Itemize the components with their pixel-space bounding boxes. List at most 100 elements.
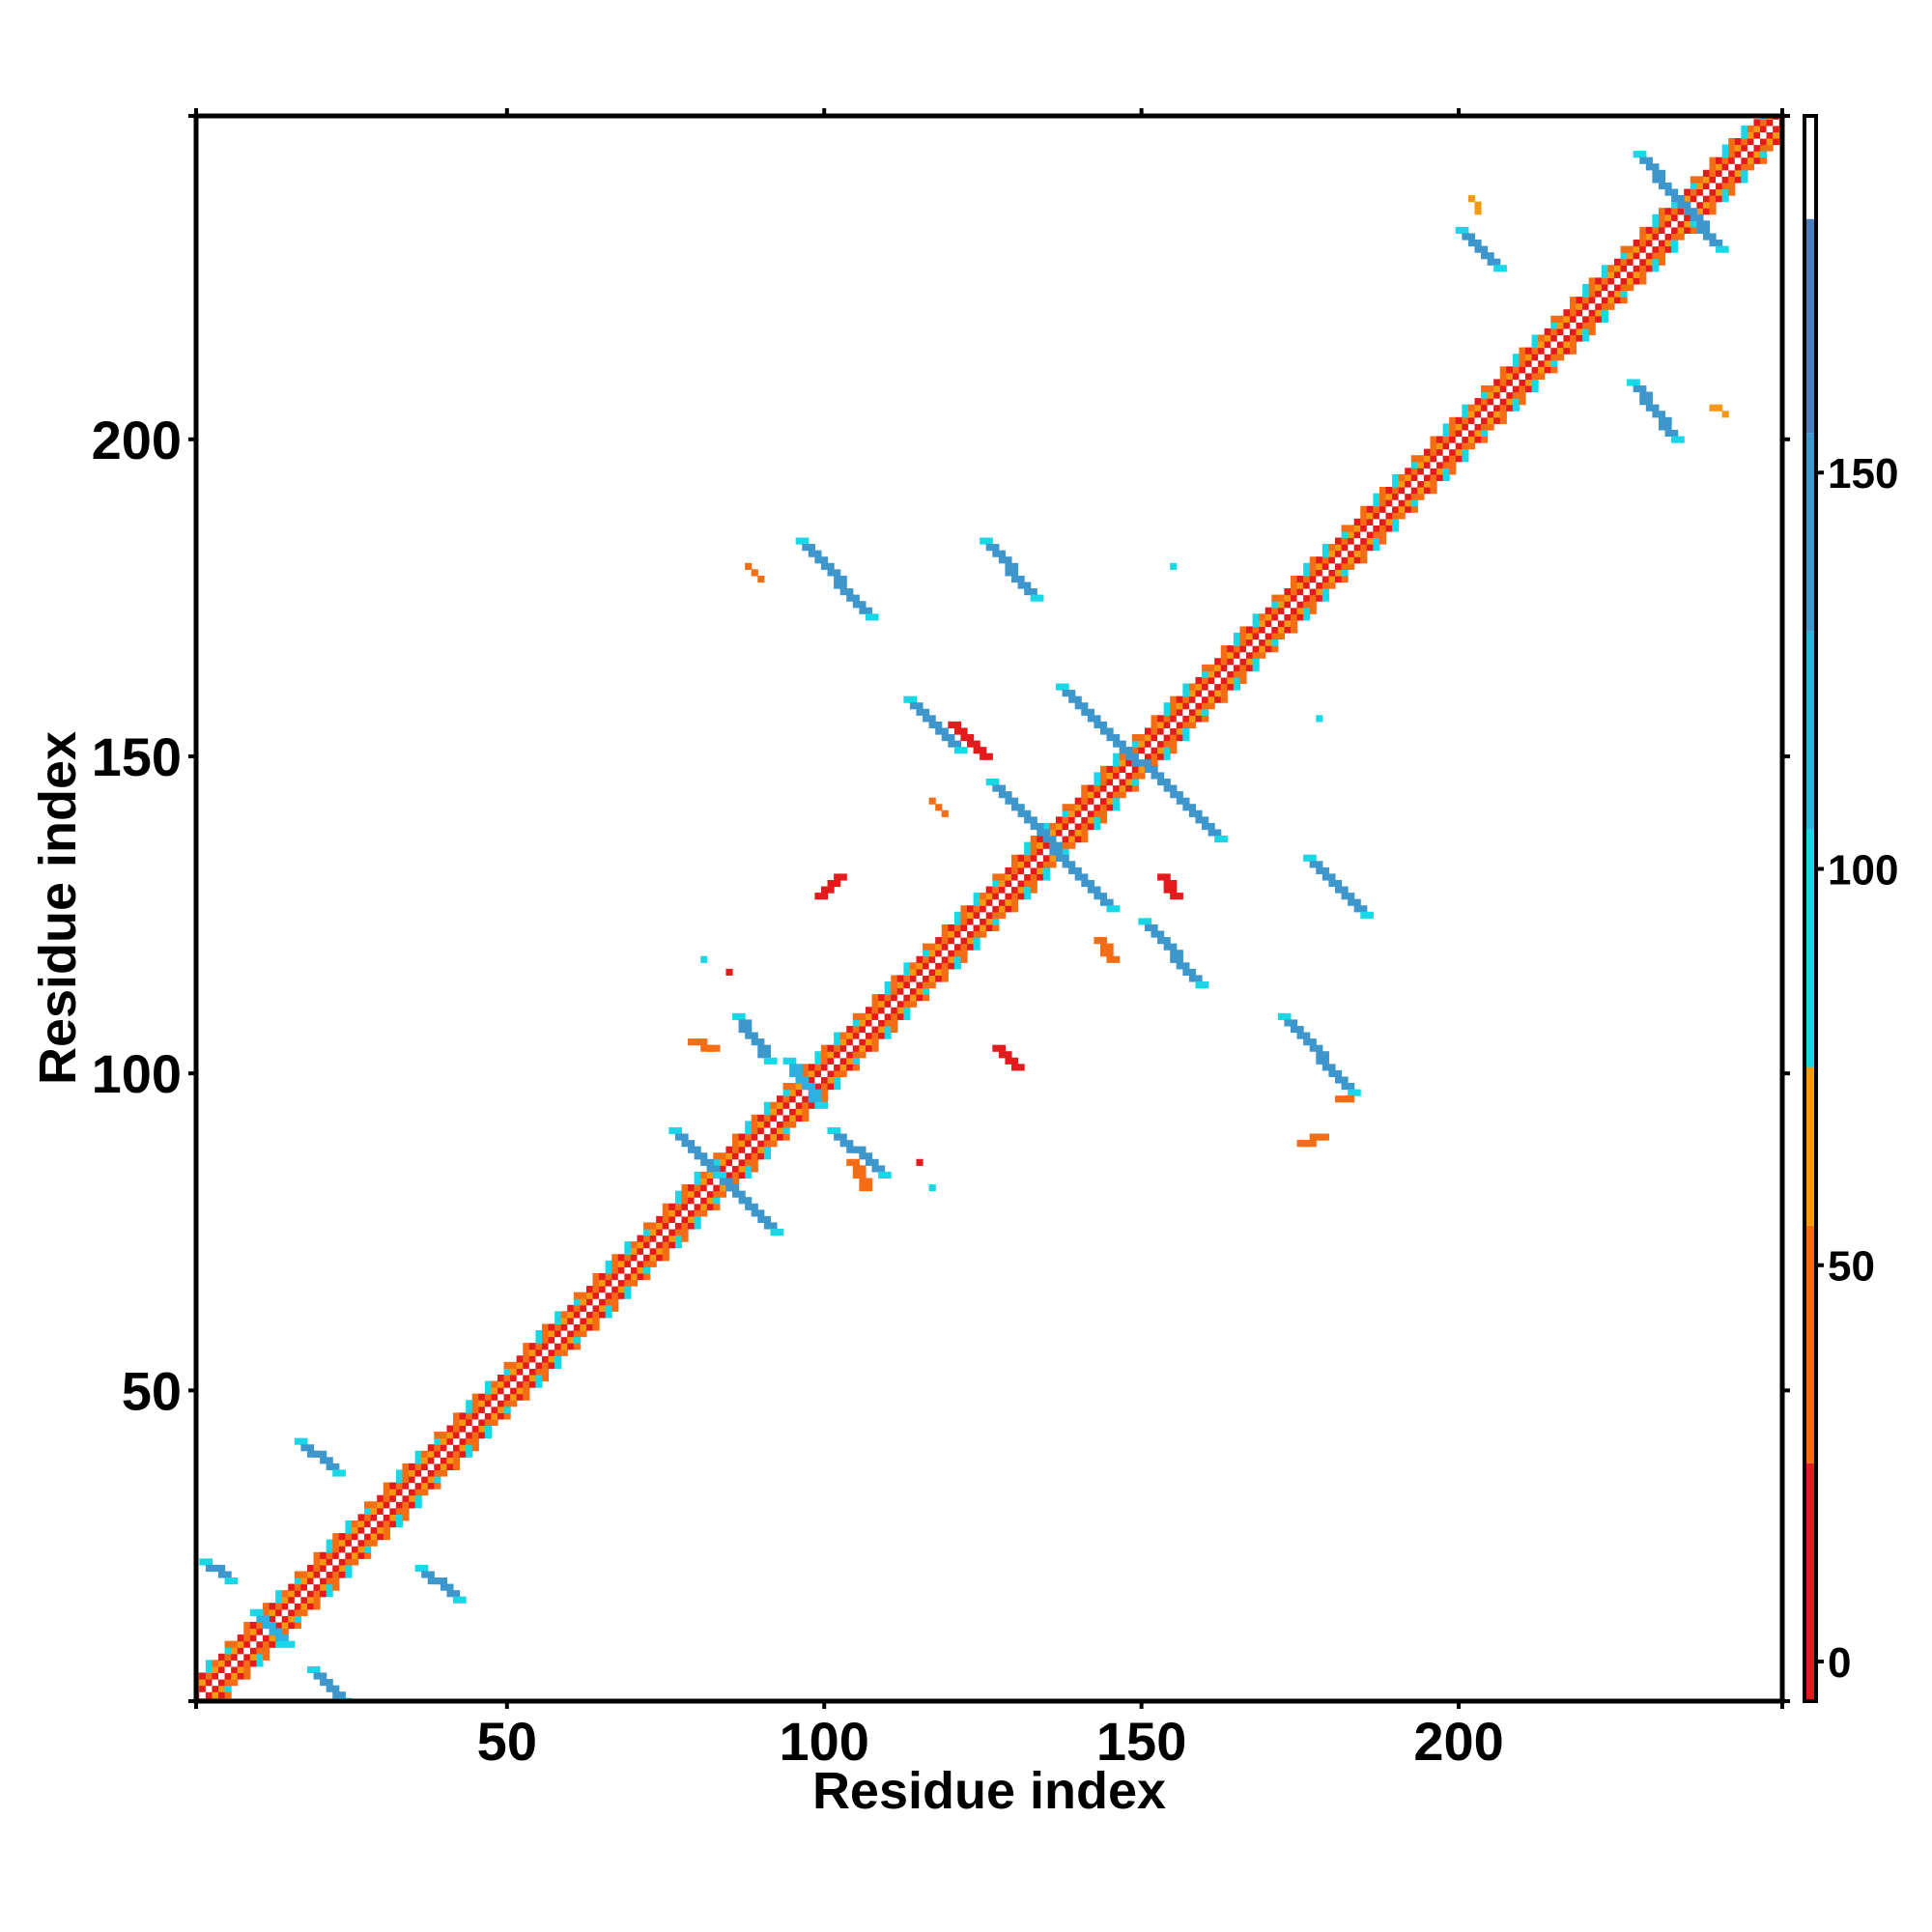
diagonal-cell [528, 1374, 536, 1382]
diagonal-cell [1188, 696, 1197, 703]
diagonal-cell [935, 950, 943, 957]
diagonal-cell [523, 1361, 530, 1369]
diagonal-cell [1519, 391, 1526, 399]
diagonal-cell [1620, 252, 1628, 260]
contact-cell [948, 740, 955, 748]
diagonal-cell [859, 1038, 867, 1046]
diagonal-cell [992, 886, 1000, 894]
diagonal-cell [1531, 384, 1539, 393]
diagonal-cell [1658, 258, 1666, 266]
diagonal-cell [884, 1025, 892, 1034]
diagonal-cell [516, 1387, 524, 1395]
diagonal-cell [1246, 639, 1254, 646]
diagonal-cell [1481, 398, 1489, 406]
diagonal-cell [1334, 556, 1343, 564]
diagonal-cell [738, 1158, 746, 1166]
diagonal-cell [688, 1215, 696, 1224]
diagonal-cell [503, 1400, 511, 1407]
diagonal-cell [409, 1482, 416, 1490]
diagonal-cell [1627, 245, 1634, 253]
diagonal-cell [1582, 327, 1590, 336]
contact-cell [1068, 861, 1076, 868]
diagonal-cell [332, 1533, 340, 1541]
diagonal-cell [1531, 359, 1539, 367]
diagonal-cell [466, 1450, 473, 1458]
diagonal-cell [1113, 772, 1121, 780]
contact-cell [1042, 836, 1050, 843]
diagonal-cell [491, 1387, 498, 1395]
contact-cell [1658, 411, 1666, 418]
diagonal-cell [1277, 594, 1285, 602]
contact-cell [706, 1044, 714, 1052]
diagonal-cell [1341, 575, 1349, 583]
diagonal-cell [1182, 734, 1190, 742]
diagonal-cell [1766, 131, 1774, 139]
diagonal-cell [288, 1596, 296, 1604]
diagonal-cell [1042, 867, 1050, 874]
diagonal-cell [1607, 277, 1615, 285]
diagonal-cell [1309, 607, 1317, 614]
diagonal-cell [395, 1494, 404, 1502]
contact-cell [1055, 854, 1064, 862]
contact-cell [1099, 721, 1108, 729]
contact-cell [802, 1076, 810, 1084]
diagonal-cell [1753, 125, 1761, 132]
diagonal-cell [681, 1215, 689, 1224]
diagonal-cell [1753, 119, 1761, 127]
contact-cell [1455, 226, 1463, 235]
diagonal-cell [256, 1640, 264, 1648]
diagonal-cell [1430, 436, 1437, 443]
diagonal-cell [1538, 366, 1546, 374]
diagonal-cell [249, 1660, 257, 1667]
diagonal-cell [1378, 512, 1387, 520]
contact-cell [421, 1564, 429, 1573]
diagonal-cell [1620, 277, 1628, 285]
diagonal-cell [541, 1343, 550, 1350]
contact-cell [725, 1184, 733, 1192]
diagonal-cell [1195, 696, 1203, 703]
contact-cell [941, 727, 949, 735]
diagonal-cell [1607, 283, 1615, 292]
diagonal-cell [1747, 125, 1755, 132]
diagonal-cell [1639, 265, 1647, 272]
diagonal-cell [1658, 213, 1666, 221]
diagonal-cell [554, 1349, 562, 1356]
diagonal-cell [1353, 518, 1361, 526]
diagonal-cell [313, 1603, 321, 1610]
diagonal-cell [1259, 632, 1266, 640]
diagonal-cell [1264, 632, 1272, 640]
diagonal-cell [1652, 252, 1660, 260]
contact-cell [1151, 930, 1158, 938]
diagonal-cell [1081, 784, 1089, 792]
diagonal-cell [1613, 258, 1622, 266]
diagonal-cell [928, 962, 936, 970]
diagonal-cell [1633, 258, 1640, 266]
diagonal-cell [1202, 664, 1209, 671]
contact-cell [1176, 955, 1183, 963]
diagonal-cell [1639, 245, 1647, 253]
diagonal-cell [1290, 575, 1298, 583]
diagonal-cell [1639, 226, 1647, 235]
diagonal-cell [1633, 265, 1640, 272]
diagonal-cell [1436, 468, 1444, 475]
diagonal-cell [1360, 556, 1368, 564]
diagonal-cell [903, 968, 911, 977]
contact-cell [935, 727, 943, 735]
diagonal-cell [1195, 690, 1203, 697]
diagonal-cell [402, 1482, 410, 1490]
diagonal-cell [1157, 734, 1165, 742]
diagonal-cell [231, 1672, 239, 1680]
diagonal-cell [1341, 562, 1349, 570]
diagonal-cell [713, 1190, 721, 1198]
diagonal-cell [414, 1463, 422, 1470]
contact-cell [1652, 404, 1660, 412]
diagonal-cell [1613, 270, 1622, 278]
diagonal-cell [827, 1064, 835, 1071]
diagonal-cell [1303, 594, 1311, 602]
diagonal-cell [1277, 601, 1285, 609]
diagonal-cell [1423, 473, 1432, 482]
diagonal-cell [688, 1184, 696, 1192]
diagonal-cell [745, 1171, 753, 1179]
contact-cell [770, 1228, 778, 1236]
diagonal-cell [757, 1146, 765, 1153]
